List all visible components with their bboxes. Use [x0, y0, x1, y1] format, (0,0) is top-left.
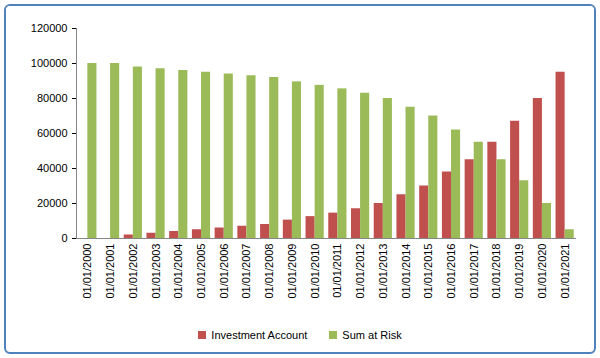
svg-text:01/01/2009: 01/01/2009	[286, 244, 298, 299]
svg-text:01/01/2020: 01/01/2020	[536, 244, 548, 299]
svg-text:01/01/2017: 01/01/2017	[468, 244, 480, 299]
svg-text:01/01/2021: 01/01/2021	[559, 244, 571, 299]
svg-text:01/01/2015: 01/01/2015	[422, 244, 434, 299]
svg-text:01/01/2000: 01/01/2000	[81, 244, 93, 299]
svg-text:01/01/2012: 01/01/2012	[354, 244, 366, 299]
svg-text:01/01/2014: 01/01/2014	[400, 244, 412, 299]
svg-text:100000: 100000	[31, 57, 68, 69]
svg-text:01/01/2008: 01/01/2008	[263, 244, 275, 299]
svg-text:01/01/2005: 01/01/2005	[195, 244, 207, 299]
svg-text:01/01/2016: 01/01/2016	[445, 244, 457, 299]
svg-text:01/01/2018: 01/01/2018	[490, 244, 502, 299]
svg-text:01/01/2006: 01/01/2006	[218, 244, 230, 299]
svg-text:01/01/2004: 01/01/2004	[172, 244, 184, 299]
svg-text:0: 0	[61, 232, 67, 244]
svg-text:01/01/2007: 01/01/2007	[240, 244, 252, 299]
svg-text:60000: 60000	[37, 127, 68, 139]
svg-text:01/01/2011: 01/01/2011	[331, 244, 343, 298]
svg-text:80000: 80000	[37, 92, 68, 104]
svg-text:01/01/2001: 01/01/2001	[104, 244, 116, 299]
svg-text:40000: 40000	[37, 162, 68, 174]
svg-text:01/01/2002: 01/01/2002	[127, 244, 139, 299]
svg-text:120000: 120000	[31, 22, 68, 34]
html-text:Sum at Risk: Sum at Risk	[342, 329, 402, 341]
html-text:Investment Account: Investment Account	[211, 329, 308, 341]
svg-text:20000: 20000	[37, 197, 68, 209]
svg-text:01/01/2010: 01/01/2010	[309, 244, 321, 299]
svg-text:01/01/2003: 01/01/2003	[150, 244, 162, 299]
svg-text:01/01/2019: 01/01/2019	[513, 244, 525, 299]
svg-text:01/01/2013: 01/01/2013	[377, 244, 389, 299]
